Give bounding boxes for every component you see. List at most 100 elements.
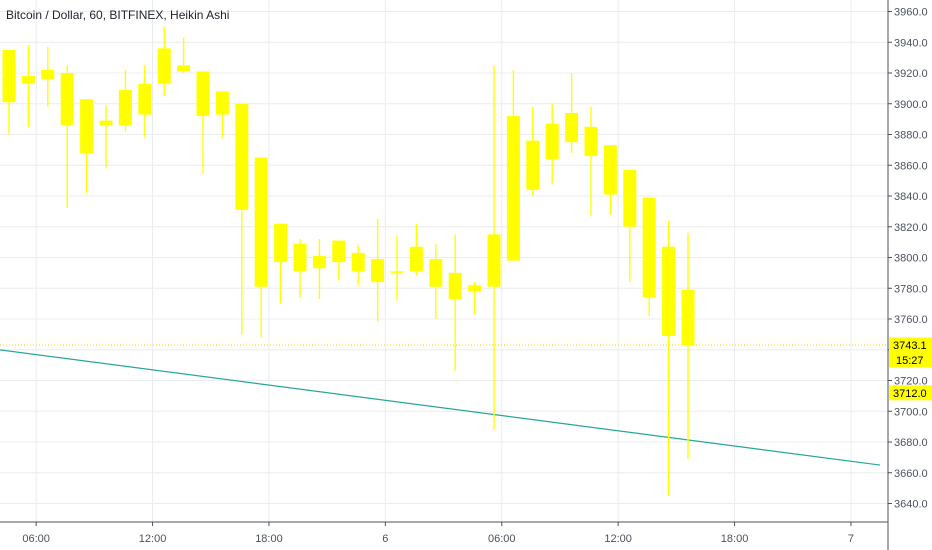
y-tick-label: 3660.0 [894, 468, 928, 480]
candle[interactable] [293, 239, 307, 298]
candle-body [584, 126, 598, 157]
price-label: 3712.0 [889, 385, 932, 401]
y-tick-label: 3940.0 [894, 37, 928, 49]
price-labels-layer: 3743.1 15:27 3712.0 [889, 337, 932, 401]
candle[interactable] [448, 234, 462, 372]
y-tick-label: 3680.0 [894, 437, 928, 449]
y-tick-label: 3760.0 [894, 314, 928, 326]
candle[interactable] [565, 73, 579, 153]
candle[interactable] [584, 106, 598, 216]
candles-layer [2, 26, 695, 496]
candle-body [332, 240, 346, 263]
candle-body [565, 112, 579, 143]
candle[interactable] [254, 157, 268, 338]
candle-body [390, 271, 404, 273]
x-tick-label: 06:00 [22, 533, 50, 545]
candle-body [274, 223, 288, 263]
candle[interactable] [681, 232, 695, 459]
candle[interactable] [274, 223, 288, 304]
time-axis[interactable]: 06:00 12:00 18:00 6 06:00 12:00 18:00 7 [0, 521, 888, 545]
candle[interactable] [429, 243, 443, 319]
candle[interactable] [312, 239, 326, 300]
candle[interactable] [21, 45, 35, 127]
price-axis[interactable]: 3960.0 3940.0 3920.0 3900.0 3880.0 3860.0 3840… [887, 0, 928, 550]
candle-body [506, 116, 520, 261]
y-tick-label: 3700.0 [894, 406, 928, 418]
candle[interactable] [177, 37, 191, 73]
price-label-countdown: 15:27 [896, 355, 924, 367]
x-tick-label: 6 [382, 533, 388, 545]
price-label-box [889, 337, 932, 368]
candle-body [681, 289, 695, 346]
candle-body [60, 73, 74, 126]
candle[interactable] [138, 65, 152, 138]
candle[interactable] [118, 69, 132, 132]
candle[interactable] [80, 99, 94, 193]
price-label-box [889, 385, 932, 401]
candle[interactable] [506, 69, 520, 261]
candle[interactable] [60, 65, 74, 209]
candle-body [196, 71, 210, 117]
candle-body [21, 76, 35, 84]
candle-body [80, 99, 94, 153]
candle[interactable] [332, 240, 346, 281]
candle-body [138, 83, 152, 115]
candle[interactable] [545, 103, 559, 184]
trendline-layer [0, 349, 881, 466]
candle[interactable] [662, 220, 676, 496]
candle[interactable] [487, 65, 501, 430]
candle-body [254, 157, 268, 287]
candle-body [662, 246, 676, 336]
candle[interactable] [623, 169, 637, 283]
candle[interactable] [390, 235, 404, 301]
candle[interactable] [468, 282, 482, 315]
candle[interactable] [351, 245, 365, 286]
candle-body [545, 123, 559, 160]
candle-body [623, 169, 637, 227]
candle[interactable] [215, 91, 229, 138]
x-tick-label: 18:00 [255, 533, 283, 545]
candle-body [526, 140, 540, 190]
candle[interactable] [526, 106, 540, 196]
y-tick-label: 3920.0 [894, 68, 928, 80]
candle-body [177, 65, 191, 72]
candle[interactable] [41, 46, 55, 107]
candle-body [118, 89, 132, 126]
candle-body [293, 243, 307, 272]
candle[interactable] [603, 145, 617, 215]
candle[interactable] [409, 223, 423, 276]
price-label-text: 3712.0 [893, 388, 927, 400]
trendline[interactable] [0, 349, 881, 466]
candle-body [157, 48, 171, 84]
candle[interactable] [196, 71, 210, 173]
y-tick-label: 3820.0 [894, 222, 928, 234]
candle-body [487, 234, 501, 287]
candle-body [603, 145, 617, 195]
candle[interactable] [642, 197, 656, 316]
candle[interactable] [99, 105, 113, 169]
y-tick-label: 3720.0 [894, 376, 928, 388]
candle-body [448, 272, 462, 300]
candle-body [215, 91, 229, 115]
y-tick-label: 3640.0 [894, 499, 928, 511]
candle[interactable] [235, 103, 249, 335]
candle[interactable] [2, 49, 16, 135]
x-tick-label: 7 [848, 533, 854, 545]
x-tick-label: 18:00 [721, 533, 749, 545]
y-tick-label: 3840.0 [894, 191, 928, 203]
candle[interactable] [371, 219, 385, 323]
candle-body [642, 197, 656, 298]
x-tick-label: 12:00 [139, 533, 167, 545]
candle-body [468, 285, 482, 292]
y-tick-label: 3860.0 [894, 160, 928, 172]
y-tick-label: 3900.0 [894, 99, 928, 111]
price-label: 3743.1 15:27 [889, 337, 932, 368]
y-tick-label: 3800.0 [894, 253, 928, 265]
candle[interactable] [157, 26, 171, 97]
y-tick-label: 3960.0 [894, 7, 928, 19]
candle-body [2, 49, 16, 103]
candle-body [351, 252, 365, 272]
candle-body [429, 259, 443, 287]
x-tick-label: 06:00 [488, 533, 516, 545]
